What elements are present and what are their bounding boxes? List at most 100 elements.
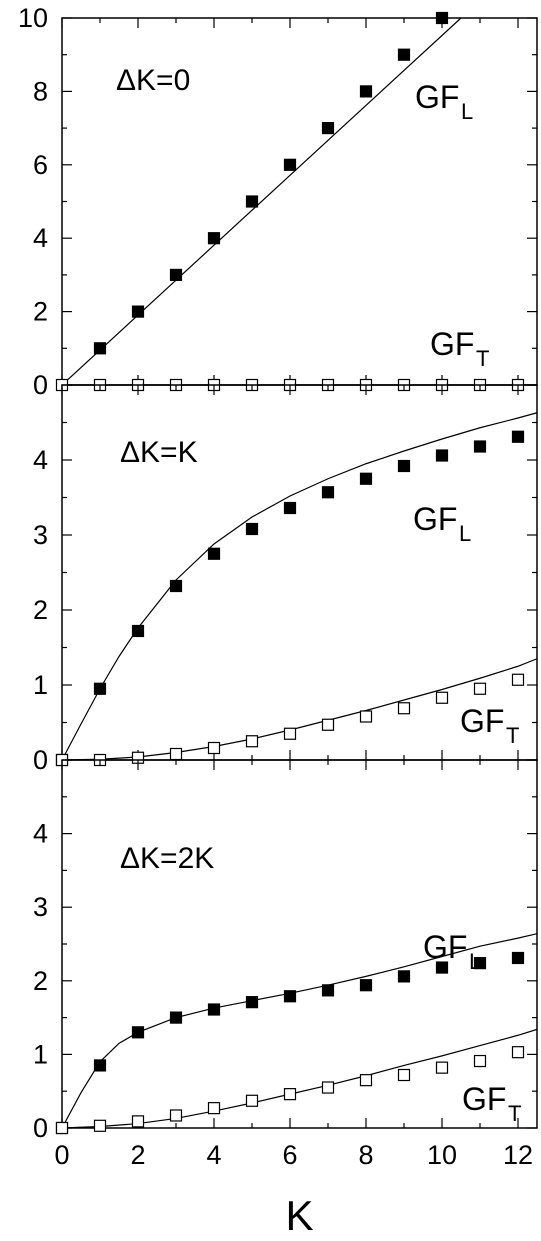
data-point-T	[283, 727, 297, 740]
data-point-L	[169, 1011, 183, 1024]
panel-2-label: ΔK=K	[120, 436, 198, 469]
data-point-L	[473, 957, 487, 970]
y-tick-label: 4	[33, 819, 48, 849]
data-point-L	[359, 85, 373, 98]
series-label-T: GF	[430, 326, 474, 362]
data-point-L	[245, 522, 259, 536]
data-point-L	[207, 547, 221, 560]
data-point-L	[397, 48, 411, 61]
data-point-L	[169, 579, 183, 593]
data-point-T	[245, 1094, 259, 1107]
series-label-sub-L: L	[461, 99, 473, 124]
data-point-L	[473, 440, 487, 453]
x-tick-label: 4	[206, 1140, 221, 1170]
data-point-T	[93, 1119, 107, 1132]
series-label-sub-T: T	[506, 723, 519, 748]
data-point-L	[131, 305, 145, 318]
data-point-L	[207, 232, 221, 245]
data-point-T	[359, 710, 373, 723]
x-tick-label: 10	[427, 1140, 457, 1170]
data-point-L	[169, 268, 183, 281]
data-point-L	[283, 501, 297, 515]
series-L-curve	[61, 412, 538, 761]
data-point-T	[55, 1121, 69, 1135]
series-label-sub-T: T	[508, 1101, 521, 1126]
y-tick-label: 3	[33, 520, 48, 550]
x-tick-label: 2	[130, 1140, 145, 1170]
y-tick-label: 8	[33, 76, 48, 106]
data-point-L	[321, 486, 335, 499]
series-T-curve	[61, 658, 538, 761]
y-tick-label: 3	[33, 892, 48, 922]
data-point-L	[93, 1059, 107, 1072]
series-label-L: GF	[423, 929, 467, 965]
data-point-L	[397, 459, 411, 473]
x-tick-label: 8	[358, 1140, 373, 1170]
y-tick-label: 0	[33, 370, 48, 400]
series-label-sub-L: L	[459, 521, 471, 546]
data-point-T	[321, 718, 335, 731]
data-point-T	[435, 1061, 449, 1074]
data-point-T	[169, 1109, 183, 1122]
y-tick-label: 4	[33, 445, 48, 475]
data-point-T	[397, 702, 411, 715]
x-tick-label: 12	[503, 1140, 533, 1170]
y-tick-label: 0	[33, 1113, 48, 1143]
data-point-L	[93, 682, 107, 695]
data-point-L	[511, 951, 525, 965]
data-point-T	[397, 1068, 411, 1082]
data-point-T	[169, 747, 183, 761]
series-label-T: GF	[462, 1081, 506, 1117]
series-label-L: GF	[413, 501, 457, 537]
data-point-L	[131, 1026, 145, 1039]
data-point-L	[245, 996, 259, 1009]
data-point-T	[511, 673, 525, 686]
data-point-L	[435, 449, 449, 462]
y-tick-label: 4	[33, 223, 48, 253]
y-tick-label: 6	[33, 150, 48, 180]
data-point-T	[359, 1074, 373, 1087]
panel-1-label: ΔK=0	[116, 64, 190, 97]
x-axis-label: K	[285, 1192, 313, 1239]
x-tick-label: 6	[282, 1140, 297, 1170]
data-point-L	[93, 342, 107, 355]
data-point-L	[435, 11, 449, 25]
data-point-T	[473, 1054, 487, 1068]
data-point-T	[511, 1046, 525, 1059]
data-point-L	[435, 961, 449, 974]
data-point-T	[131, 1115, 145, 1128]
data-point-T	[207, 1102, 221, 1115]
panel-3-label: ΔK=2K	[120, 842, 214, 875]
data-point-T	[207, 741, 221, 755]
data-point-T	[435, 691, 449, 704]
data-point-L	[283, 990, 297, 1003]
data-point-L	[359, 979, 373, 992]
data-point-L	[283, 158, 297, 171]
y-tick-label: 2	[33, 966, 48, 996]
data-point-T	[473, 682, 487, 695]
data-point-L	[245, 195, 259, 208]
data-point-L	[511, 430, 525, 443]
y-tick-label: 0	[33, 745, 48, 775]
series-L-curve	[61, 17, 462, 386]
series-label-T: GF	[460, 703, 504, 739]
series-label-L: GF	[415, 79, 459, 115]
data-point-T	[283, 1088, 297, 1101]
series-label-sub-T: T	[476, 346, 489, 371]
series-T-curve	[61, 1028, 538, 1129]
series-L-curve	[61, 933, 538, 1129]
data-point-L	[321, 984, 335, 997]
y-tick-label: 10	[18, 3, 48, 33]
y-tick-label: 2	[33, 297, 48, 327]
y-tick-label: 2	[33, 595, 48, 625]
y-tick-label: 1	[33, 670, 48, 700]
data-point-L	[397, 970, 411, 983]
data-point-L	[207, 1003, 221, 1016]
x-tick-label: 0	[54, 1140, 69, 1170]
data-point-L	[321, 121, 335, 135]
series-label-sub-L: L	[469, 949, 481, 974]
data-point-L	[359, 472, 373, 485]
y-tick-label: 1	[33, 1039, 48, 1069]
data-point-L	[131, 624, 145, 638]
